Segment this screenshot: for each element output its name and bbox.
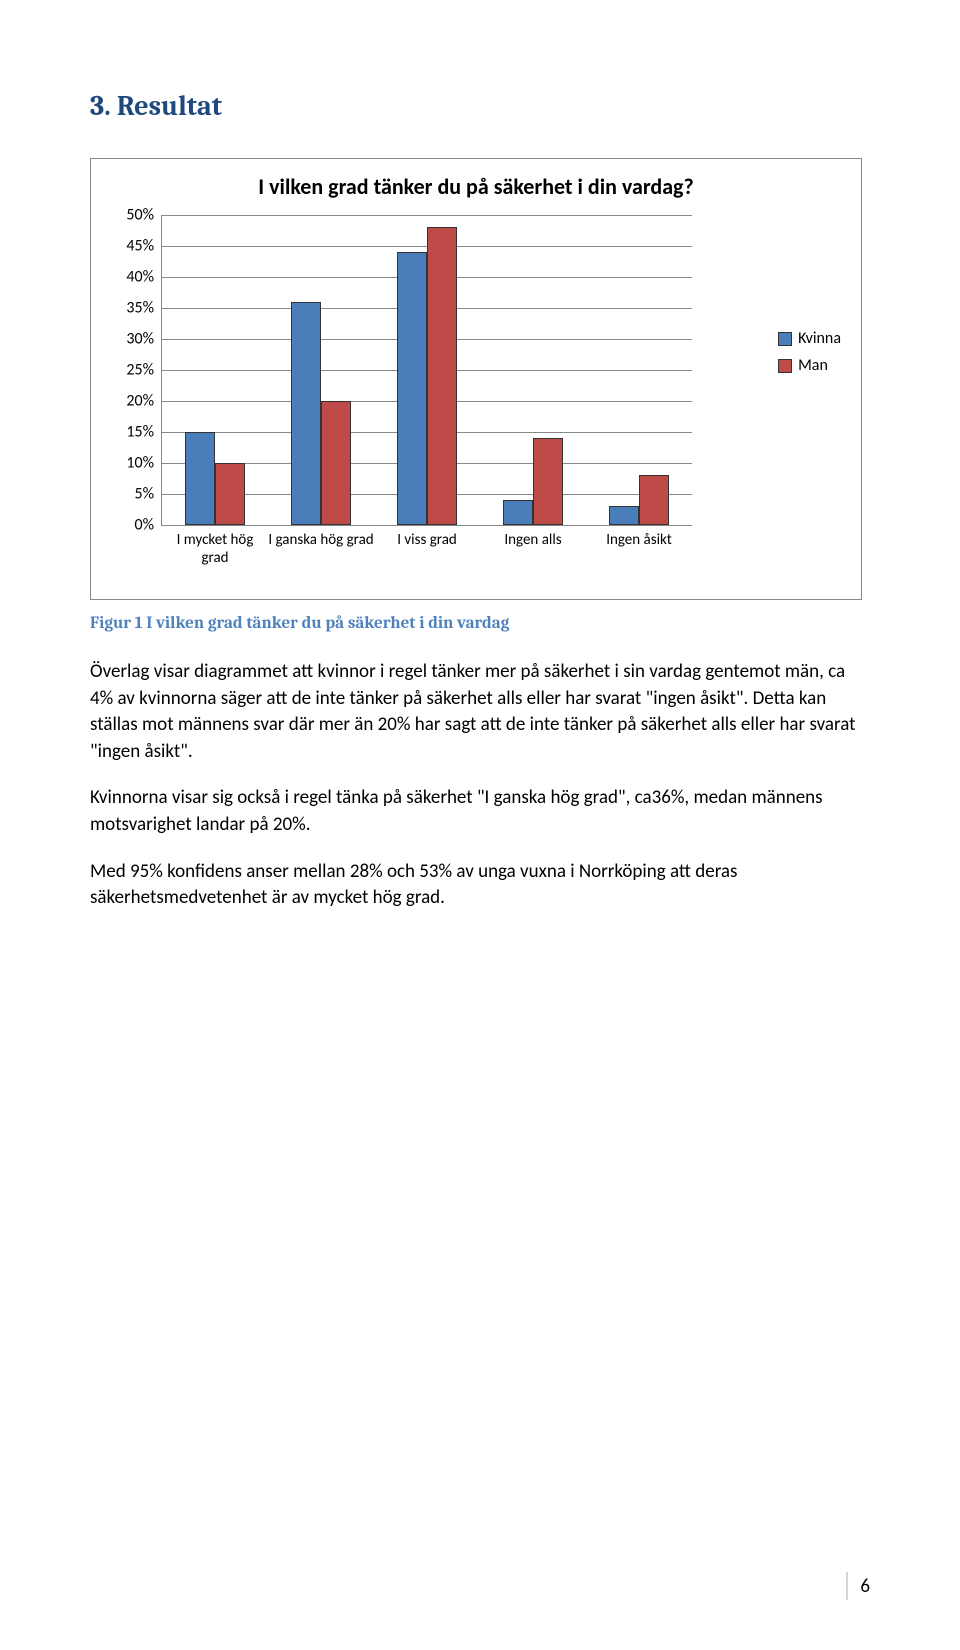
chart-ytick-label: 20% [126,392,162,411]
chart-bar [321,401,351,525]
chart-ytick-label: 10% [126,454,162,473]
chart-legend-item: Man [778,356,841,375]
chart-bar [639,475,669,525]
chart-bar [503,500,533,525]
chart-ytick-label: 0% [134,516,162,535]
chart-bar-group [162,432,268,525]
chart-ytick-label: 5% [134,485,162,504]
legend-swatch [778,332,792,346]
chart-bar [185,432,215,525]
page: 3. Resultat I vilken grad tänker du på s… [0,0,960,1650]
chart-xtick-label: I ganska hög grad [268,525,374,549]
figure-caption: Figur 1 I vilken grad tänker du på säker… [90,614,870,633]
chart-xtick-label: Ingen alls [480,525,586,549]
chart-bar-group [586,475,692,525]
chart-ytick-label: 35% [126,299,162,318]
chart-ytick-label: 45% [126,237,162,256]
chart-title: I vilken grad tänker du på säkerhet i di… [91,173,861,200]
chart-xtick-label: Ingen åsikt [586,525,692,549]
chart-plot-area: I mycket hög gradI ganska hög gradI viss… [161,215,692,526]
chart-xtick-label: I viss grad [374,525,480,549]
chart-bars [162,215,692,525]
chart-bar-group [268,302,374,525]
chart-bar [397,252,427,525]
chart-ytick-label: 40% [126,268,162,287]
chart-legend-item: Kvinna [778,329,841,348]
chart-container: I vilken grad tänker du på säkerhet i di… [90,158,862,600]
legend-label: Man [798,356,828,375]
legend-label: Kvinna [798,329,841,348]
page-number: 6 [846,1572,870,1600]
section-title: 3. Resultat [90,90,870,122]
chart-bar [215,463,245,525]
body-paragraph-2: Kvinnorna visar sig också i regel tänka … [90,785,870,838]
body-paragraph-1: Överlag visar diagrammet att kvinnor i r… [90,659,870,765]
legend-swatch [778,359,792,373]
chart-bar-group [374,227,480,525]
body-paragraph-3: Med 95% konfidens anser mellan 28% och 5… [90,859,870,912]
chart-legend: Kvinna Man [778,329,841,383]
chart-bar-group [480,438,586,525]
chart-xtick-label: I mycket hög grad [162,525,268,567]
chart-ytick-label: 50% [126,206,162,225]
chart-ytick-label: 30% [126,330,162,349]
chart-ytick-label: 15% [126,423,162,442]
chart-ytick-label: 25% [126,361,162,380]
chart-bar [427,227,457,525]
chart-bar [291,302,321,525]
chart-bar [609,506,639,525]
chart-bar [533,438,563,525]
